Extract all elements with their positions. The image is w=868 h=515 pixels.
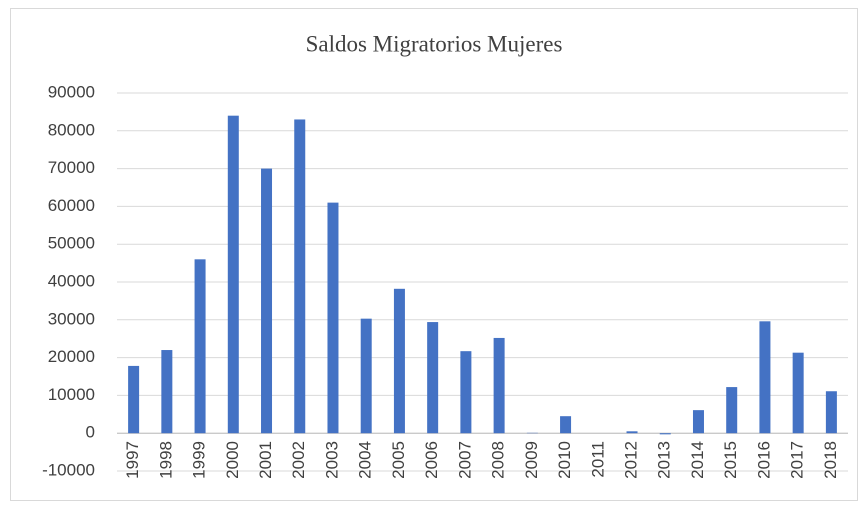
bar [394, 289, 405, 433]
bar [294, 119, 305, 433]
bar [195, 259, 206, 433]
bar [228, 116, 239, 434]
y-tick-label: 90000 [48, 82, 95, 101]
x-tick-label: 2015 [721, 441, 740, 479]
x-tick-label: 2010 [555, 441, 574, 479]
bar [759, 321, 770, 433]
x-tick-label: 2018 [821, 441, 840, 479]
bar [261, 169, 272, 434]
x-tick-label: 2002 [289, 441, 308, 479]
x-tick-label: 2016 [754, 441, 773, 479]
bar [826, 391, 837, 433]
y-tick-label: -10000 [42, 460, 95, 479]
x-tick-label: 2013 [655, 441, 674, 479]
x-tick-label: 2001 [256, 441, 275, 479]
bar [361, 319, 372, 434]
bar [627, 431, 638, 433]
bar [693, 410, 704, 433]
x-tick-label: 2008 [489, 441, 508, 479]
x-tick-label: 2003 [322, 441, 341, 479]
x-tick-label: 2017 [788, 441, 807, 479]
bar [560, 416, 571, 433]
x-tick-label: 2009 [522, 441, 541, 479]
y-tick-label: 50000 [48, 234, 95, 253]
x-tick-label: 2014 [688, 441, 707, 479]
y-tick-label: 70000 [48, 158, 95, 177]
x-tick-label: 2011 [588, 441, 607, 478]
bar [726, 387, 737, 433]
bar [460, 351, 471, 433]
x-tick-label: 2006 [422, 441, 441, 479]
x-tick-label: 1998 [156, 441, 175, 479]
y-tick-label: 30000 [48, 309, 95, 328]
y-tick-label: 20000 [48, 347, 95, 366]
y-tick-label: 80000 [48, 120, 95, 139]
x-tick-label: 2000 [223, 441, 242, 479]
bar [494, 338, 505, 433]
x-tick-label: 1997 [123, 441, 142, 479]
y-tick-label: 10000 [48, 385, 95, 404]
chart-title: Saldos Migratorios Mujeres [306, 31, 563, 56]
bar [161, 350, 172, 433]
x-tick-label: 2005 [389, 441, 408, 479]
bar [427, 322, 438, 433]
bar [793, 353, 804, 434]
y-tick-label: 40000 [48, 271, 95, 290]
bar [660, 433, 671, 434]
bar [327, 203, 338, 434]
x-tick-label: 1999 [190, 441, 209, 479]
x-tick-label: 2012 [622, 441, 641, 479]
x-tick-label: 2007 [455, 441, 474, 479]
bar [128, 366, 139, 433]
y-tick-label: 60000 [48, 196, 95, 215]
x-tick-label: 2004 [356, 441, 375, 479]
y-tick-label: 0 [86, 423, 95, 442]
